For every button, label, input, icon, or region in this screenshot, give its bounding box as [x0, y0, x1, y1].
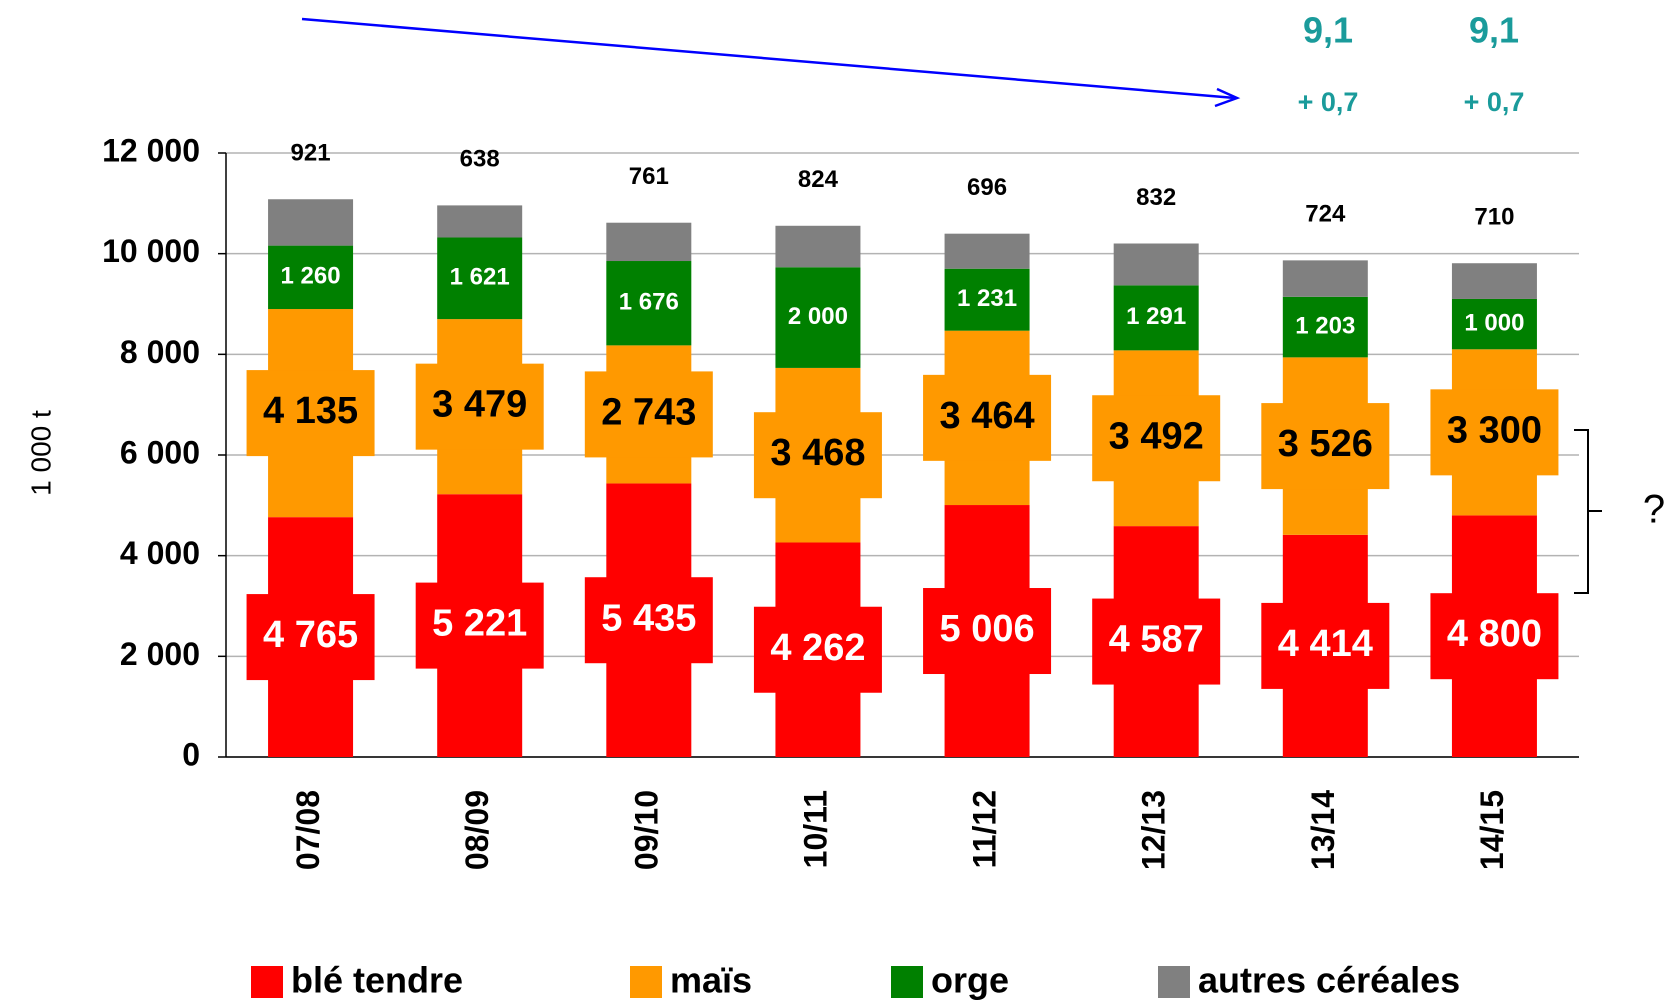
- data-label: 5 221: [432, 603, 527, 645]
- label-bg: [1430, 389, 1559, 476]
- data-label: 4 765: [263, 614, 358, 656]
- bar-segment: [437, 205, 523, 238]
- label-bg: [1092, 598, 1221, 685]
- arrow-head: [1214, 87, 1241, 108]
- y-tick-label: 10 000: [102, 233, 200, 269]
- y-tick-label: 2 000: [120, 636, 200, 672]
- legend-label: orge: [931, 960, 1009, 1001]
- data-label: 3 526: [1278, 423, 1373, 465]
- data-label: 4 587: [1109, 619, 1204, 661]
- data-label: 710: [1474, 204, 1514, 231]
- data-label: 4 135: [263, 390, 358, 432]
- trend-arrow: [301, 17, 1236, 100]
- label-bg: [1261, 403, 1390, 490]
- x-tick-label: 08/09: [459, 790, 495, 870]
- label-bg: [1261, 602, 1390, 689]
- data-label: 832: [1136, 184, 1176, 211]
- legend-label: autres céréales: [1198, 960, 1460, 1001]
- y-axis-label: 1 000 t: [25, 410, 56, 496]
- label-bg: [1430, 593, 1559, 680]
- label-bg: [246, 370, 375, 457]
- data-label: 1 231: [957, 285, 1017, 312]
- legend-swatch: [1158, 966, 1190, 998]
- label-bg: [753, 606, 882, 693]
- bar-segment: [606, 222, 692, 262]
- bar-segment: [1451, 298, 1537, 350]
- data-label: 824: [798, 166, 839, 193]
- data-label: 4 262: [770, 627, 865, 669]
- data-label: 1 291: [1126, 303, 1186, 330]
- x-tick-label: 14/15: [1474, 790, 1510, 870]
- x-tick-label: 11/12: [967, 790, 1003, 868]
- data-label: 2 743: [601, 391, 696, 433]
- data-label: 2 000: [788, 303, 848, 330]
- annotation: 9,1: [1469, 10, 1519, 51]
- data-label: 3 464: [940, 395, 1035, 437]
- data-label: 1 203: [1295, 312, 1355, 339]
- bar-segment: [268, 199, 354, 246]
- label-bg: [584, 577, 713, 664]
- bar-segment: [944, 233, 1030, 269]
- data-label: 5 006: [940, 608, 1035, 650]
- bracket: [1574, 429, 1602, 594]
- data-label: 4 414: [1278, 623, 1373, 665]
- bar-segment: [1113, 243, 1199, 286]
- y-tick-label: 12 000: [102, 132, 200, 168]
- x-tick-label: 09/10: [628, 790, 664, 870]
- label-bg: [415, 582, 544, 669]
- bar-segment: [437, 237, 523, 320]
- legend-label: maïs: [670, 960, 752, 1001]
- bar-segment: [606, 261, 692, 346]
- data-label: 696: [967, 174, 1007, 201]
- label-bg: [584, 371, 713, 458]
- bar-segment: [1282, 296, 1368, 358]
- label-bg: [923, 588, 1052, 675]
- annotation: + 0,7: [1298, 87, 1359, 117]
- bar-segment: [268, 245, 354, 310]
- data-label: 5 435: [601, 597, 696, 639]
- x-tick-label: 07/08: [290, 790, 326, 870]
- label-bg: [415, 363, 544, 450]
- bar-segment: [944, 268, 1030, 331]
- legend-swatch: [891, 966, 923, 998]
- annotation: 9,1: [1303, 10, 1353, 51]
- data-label: 638: [460, 146, 500, 173]
- x-tick-label: 10/11: [797, 790, 833, 868]
- data-label: 3 300: [1447, 409, 1542, 451]
- label-bg: [1092, 395, 1221, 482]
- legend-swatch: [630, 966, 662, 998]
- annotation: + 0,7: [1464, 87, 1525, 117]
- data-label: 1 260: [281, 263, 341, 290]
- label-bg: [246, 594, 375, 681]
- legend-label: blé tendre: [291, 960, 463, 1001]
- annotation: ?: [1643, 488, 1665, 532]
- bar-segment: [1282, 260, 1368, 297]
- data-label: 3 492: [1109, 415, 1204, 457]
- label-bg: [753, 412, 882, 499]
- x-tick-label: 12/13: [1136, 790, 1172, 870]
- data-label: 921: [291, 140, 331, 167]
- data-label: 1 000: [1464, 309, 1524, 336]
- data-label: 3 479: [432, 384, 527, 426]
- y-tick-label: 6 000: [120, 434, 200, 470]
- bar-segment: [775, 267, 861, 368]
- x-tick-label: 13/14: [1305, 790, 1341, 870]
- bar-segment: [1451, 263, 1537, 299]
- legend-swatch: [251, 966, 283, 998]
- y-tick-label: 0: [182, 736, 200, 772]
- data-label: 761: [629, 163, 669, 190]
- data-label: 724: [1305, 201, 1346, 228]
- y-tick-label: 8 000: [120, 334, 200, 370]
- y-tick-label: 4 000: [120, 535, 200, 571]
- data-label: 3 468: [770, 432, 865, 474]
- data-label: 1 676: [619, 289, 679, 316]
- bar-segment: [1113, 285, 1199, 351]
- bar-segment: [775, 225, 861, 268]
- data-label: 1 621: [450, 264, 510, 291]
- data-label: 4 800: [1447, 613, 1542, 655]
- label-bg: [923, 374, 1052, 461]
